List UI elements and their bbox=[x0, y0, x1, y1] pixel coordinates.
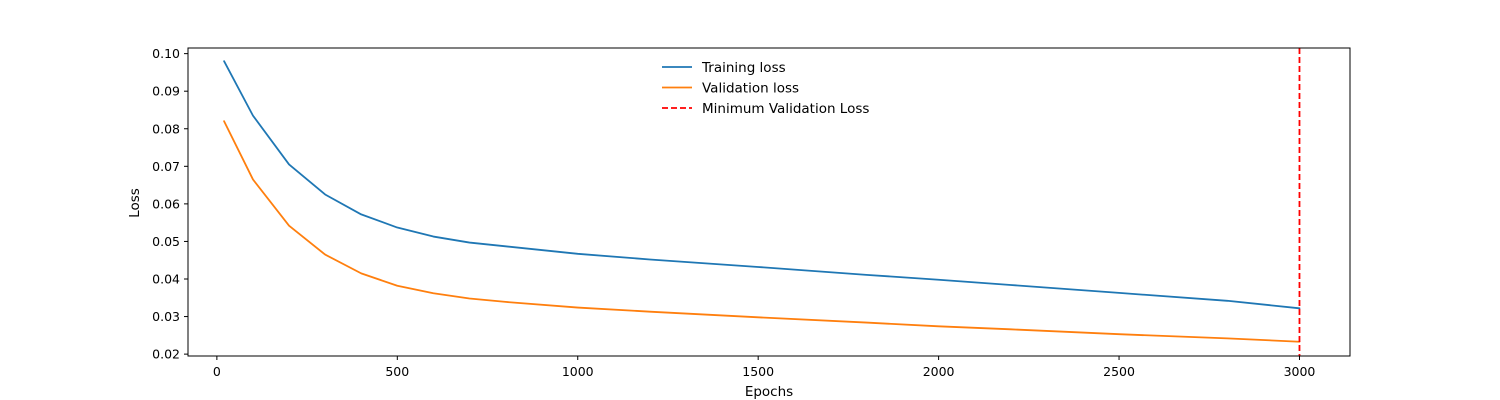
x-tick-label: 2500 bbox=[1103, 364, 1135, 379]
plot-area-frame bbox=[187, 47, 1351, 357]
x-tick-label: 3000 bbox=[1284, 364, 1316, 379]
x-tick-label: 1500 bbox=[742, 364, 774, 379]
y-tick-label: 0.03 bbox=[152, 309, 180, 324]
y-tick-label: 0.08 bbox=[152, 121, 180, 136]
y-tick-label: 0.06 bbox=[152, 196, 180, 211]
y-axis-ticks: 0.02 0.03 0.04 0.05 0.06 0.07 0.08 0.09 0.10 bbox=[152, 46, 188, 362]
series-line-validation-loss bbox=[223, 120, 1301, 343]
series-line-training-loss bbox=[223, 60, 1301, 310]
y-tick-label: 0.07 bbox=[152, 159, 180, 174]
legend-item: Validation loss bbox=[662, 81, 799, 97]
series-lines bbox=[223, 48, 1301, 356]
y-tick-label: 0.05 bbox=[152, 234, 180, 249]
y-axis-label: Loss bbox=[127, 188, 143, 218]
y-tick-label: 0.04 bbox=[152, 272, 180, 287]
x-axis-ticks: 0 500 1000 1500 2000 2500 3000 bbox=[213, 356, 1316, 379]
legend-item: Minimum Validation Loss bbox=[662, 101, 869, 117]
x-tick-label: 500 bbox=[385, 364, 409, 379]
legend-label: Minimum Validation Loss bbox=[702, 101, 869, 117]
x-tick-label: 0 bbox=[213, 364, 221, 379]
y-tick-label: 0.02 bbox=[152, 347, 180, 362]
legend: Training loss Validation loss Minimum Vali… bbox=[662, 60, 869, 117]
legend-label: Validation loss bbox=[702, 81, 799, 97]
legend-item: Training loss bbox=[662, 60, 786, 76]
x-tick-label: 2000 bbox=[923, 364, 955, 379]
y-tick-label: 0.09 bbox=[152, 84, 180, 99]
x-tick-label: 1000 bbox=[562, 364, 594, 379]
x-axis-label: Epochs bbox=[745, 384, 793, 400]
legend-label: Training loss bbox=[701, 60, 786, 76]
y-tick-label: 0.10 bbox=[152, 46, 180, 61]
